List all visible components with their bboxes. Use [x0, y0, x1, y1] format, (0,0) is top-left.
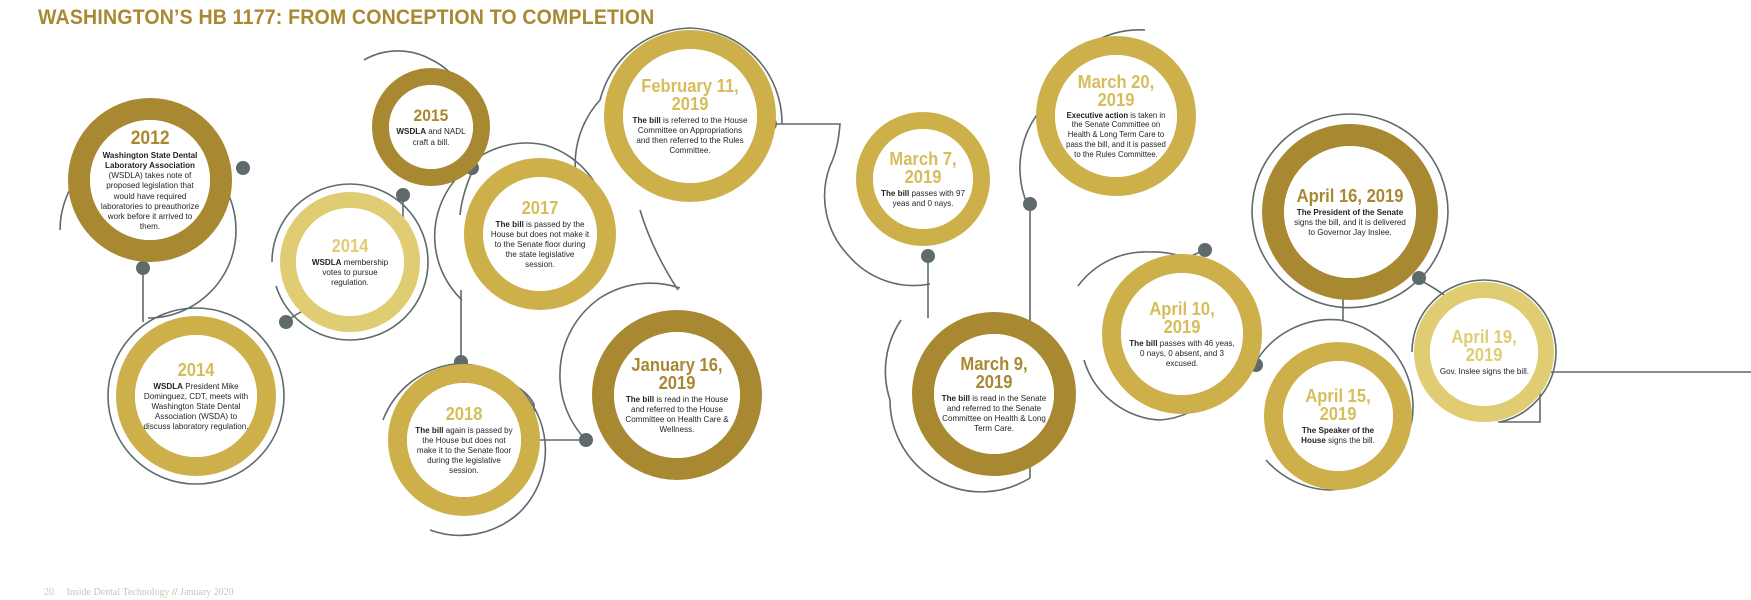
timeline-node-january-16-2019[interactable]: January 16, 2019 The bill is read in the…	[592, 310, 762, 480]
timeline-node-2014-president[interactable]: 2014 WSDLA President Mike Dominguez, CDT…	[116, 316, 276, 476]
timeline-node-2017[interactable]: 2017 The bill is passed by the House but…	[464, 158, 616, 310]
footer-page-number: 20	[44, 587, 54, 598]
wire-dot	[236, 161, 250, 175]
node-desc-rest: is passed by the House but does not make…	[490, 218, 590, 270]
wire-dot	[1023, 197, 1037, 211]
footer-separator: //	[171, 587, 178, 598]
node-description: The bill is passed by the House but does…	[490, 219, 590, 270]
node-desc-bold: WSDLA	[153, 380, 183, 391]
node-desc-bold: The bill	[625, 393, 655, 404]
node-desc-bold: The President of the Senate	[1296, 206, 1404, 217]
node-desc-bold: WSDLA	[396, 126, 427, 137]
node-description: Gov. Inslee signs the bill.	[1439, 366, 1528, 376]
node-date: March 9, 2019	[960, 353, 1028, 392]
node-description: The bill is read in the Senate and refer…	[941, 392, 1047, 434]
timeline-node-april-19-2019[interactable]: April 19, 2019 Gov. Inslee signs the bil…	[1414, 282, 1554, 422]
wire-dot	[396, 188, 410, 202]
node-description: Washington State Dental Laboratory Assoc…	[97, 150, 202, 231]
node-date: April 15, 2019	[1305, 385, 1371, 424]
node-description: The bill again is passed by the House bu…	[414, 425, 514, 476]
node-desc-bold: The Speaker of the House	[1301, 424, 1375, 445]
node-desc-bold: The bill	[415, 424, 444, 435]
node-description: The bill is read in the House and referr…	[622, 394, 733, 435]
node-desc-bold: The bill	[1129, 337, 1158, 348]
timeline-node-2015[interactable]: 2015 WSDLA and NADL craft a bill.	[372, 68, 490, 186]
node-date: 2018	[445, 403, 483, 424]
node-desc-rest: is read in the House and referred to the…	[625, 393, 729, 435]
node-date: April 10, 2019	[1149, 298, 1215, 337]
node-date: April 19, 2019	[1451, 326, 1517, 365]
node-desc-bold: The bill	[632, 114, 661, 125]
node-desc-rest: and NADL craft a bill.	[412, 126, 466, 147]
node-date: 2014	[331, 235, 369, 256]
node-description: WSDLA and NADL craft a bill.	[395, 126, 466, 146]
wire-dot	[136, 261, 150, 275]
node-date: March 7, 2019	[889, 148, 957, 187]
node-desc-bold: WSDLA	[311, 256, 342, 267]
node-date: March 20, 2019	[1077, 71, 1155, 110]
timeline-node-march-9-2019[interactable]: March 9, 2019 The bill is read in the Se…	[912, 312, 1076, 476]
footer-issue: January 2020	[180, 587, 234, 598]
node-desc-bold: Washington State Dental Laboratory Assoc…	[102, 149, 198, 171]
wire-dot	[1412, 271, 1426, 285]
node-date: 2012	[130, 127, 170, 149]
timeline-node-april-10-2019[interactable]: April 10, 2019 The bill passes with 46 y…	[1102, 254, 1262, 414]
node-desc-rest: signs the bill, and it is delivered to G…	[1294, 216, 1406, 238]
wire-dot	[921, 249, 935, 263]
node-description: The President of the Senate signs the bi…	[1292, 207, 1409, 237]
node-desc-rest: passes with 46 yeas, 0 nays, 0 absent, a…	[1139, 337, 1235, 369]
node-desc-rest: (WSDLA) takes note of proposed legislati…	[100, 170, 200, 231]
node-date: 2014	[177, 359, 215, 380]
node-desc-rest: is taken in the Senate Committee on Heal…	[1066, 109, 1166, 159]
node-description: The bill passes with 97 yeas and 0 nays.	[880, 188, 966, 208]
node-date: 2017	[521, 197, 559, 218]
node-desc-rest: is read in the Senate and referred to th…	[942, 392, 1047, 434]
node-desc-rest: Gov. Inslee signs the bill.	[1439, 365, 1529, 376]
node-desc-rest: again is passed by the House but does no…	[416, 424, 513, 476]
node-desc-rest: passes with 97 yeas and 0 nays.	[892, 187, 965, 208]
node-date: 2015	[413, 106, 449, 126]
timeline-node-april-16-2019[interactable]: April 16, 2019 The President of the Sena…	[1262, 124, 1438, 300]
timeline-node-april-15-2019[interactable]: April 15, 2019 The Speaker of the House …	[1264, 342, 1412, 490]
wire-dot	[279, 315, 293, 329]
wire-dot	[579, 433, 593, 447]
footer-publication: Inside Dental Technology	[66, 587, 170, 598]
node-desc-bold: The bill	[941, 392, 970, 403]
timeline-node-2018[interactable]: 2018 The bill again is passed by the Hou…	[388, 364, 540, 516]
node-date: April 16, 2019	[1296, 185, 1404, 206]
node-description: WSDLA President Mike Dominguez, CDT, mee…	[142, 381, 249, 432]
timeline-node-february-11-2019[interactable]: February 11, 2019 The bill is referred t…	[604, 30, 776, 202]
node-description: WSDLA membership votes to pursue regulat…	[303, 257, 397, 287]
node-desc-rest: President Mike Dominguez, CDT, meets wit…	[143, 380, 249, 432]
wire-dot	[1198, 243, 1212, 257]
page-title: WASHINGTON’S HB 1177: FROM CONCEPTION TO…	[38, 6, 655, 29]
node-description: The bill is referred to the House Commit…	[631, 115, 749, 156]
node-date: January 16, 2019	[631, 354, 723, 393]
footer: 20 Inside Dental Technology // January 2…	[44, 587, 234, 598]
node-desc-rest: is referred to the House Committee on Ap…	[636, 114, 748, 156]
timeline-node-2014-membership[interactable]: 2014 WSDLA membership votes to pursue re…	[280, 192, 420, 332]
node-description: Executive action is taken in the Senate …	[1062, 109, 1169, 160]
node-date: February 11, 2019	[641, 75, 739, 114]
timeline-node-march-20-2019[interactable]: March 20, 2019 Executive action is taken…	[1036, 36, 1196, 196]
node-description: The Speaker of the House signs the bill.	[1290, 425, 1386, 445]
timeline-node-march-7-2019[interactable]: March 7, 2019 The bill passes with 97 ye…	[856, 112, 990, 246]
node-desc-rest: signs the bill.	[1325, 435, 1375, 445]
node-description: The bill passes with 46 yeas, 0 nays, 0 …	[1128, 338, 1235, 368]
node-desc-bold: Executive action	[1066, 109, 1129, 120]
node-desc-bold: The bill	[495, 218, 524, 229]
timeline-node-2012[interactable]: 2012 Washington State Dental Laboratory …	[68, 98, 232, 262]
node-desc-bold: The bill	[881, 187, 910, 198]
node-desc-rest: membership votes to pursue regulation.	[322, 256, 389, 288]
